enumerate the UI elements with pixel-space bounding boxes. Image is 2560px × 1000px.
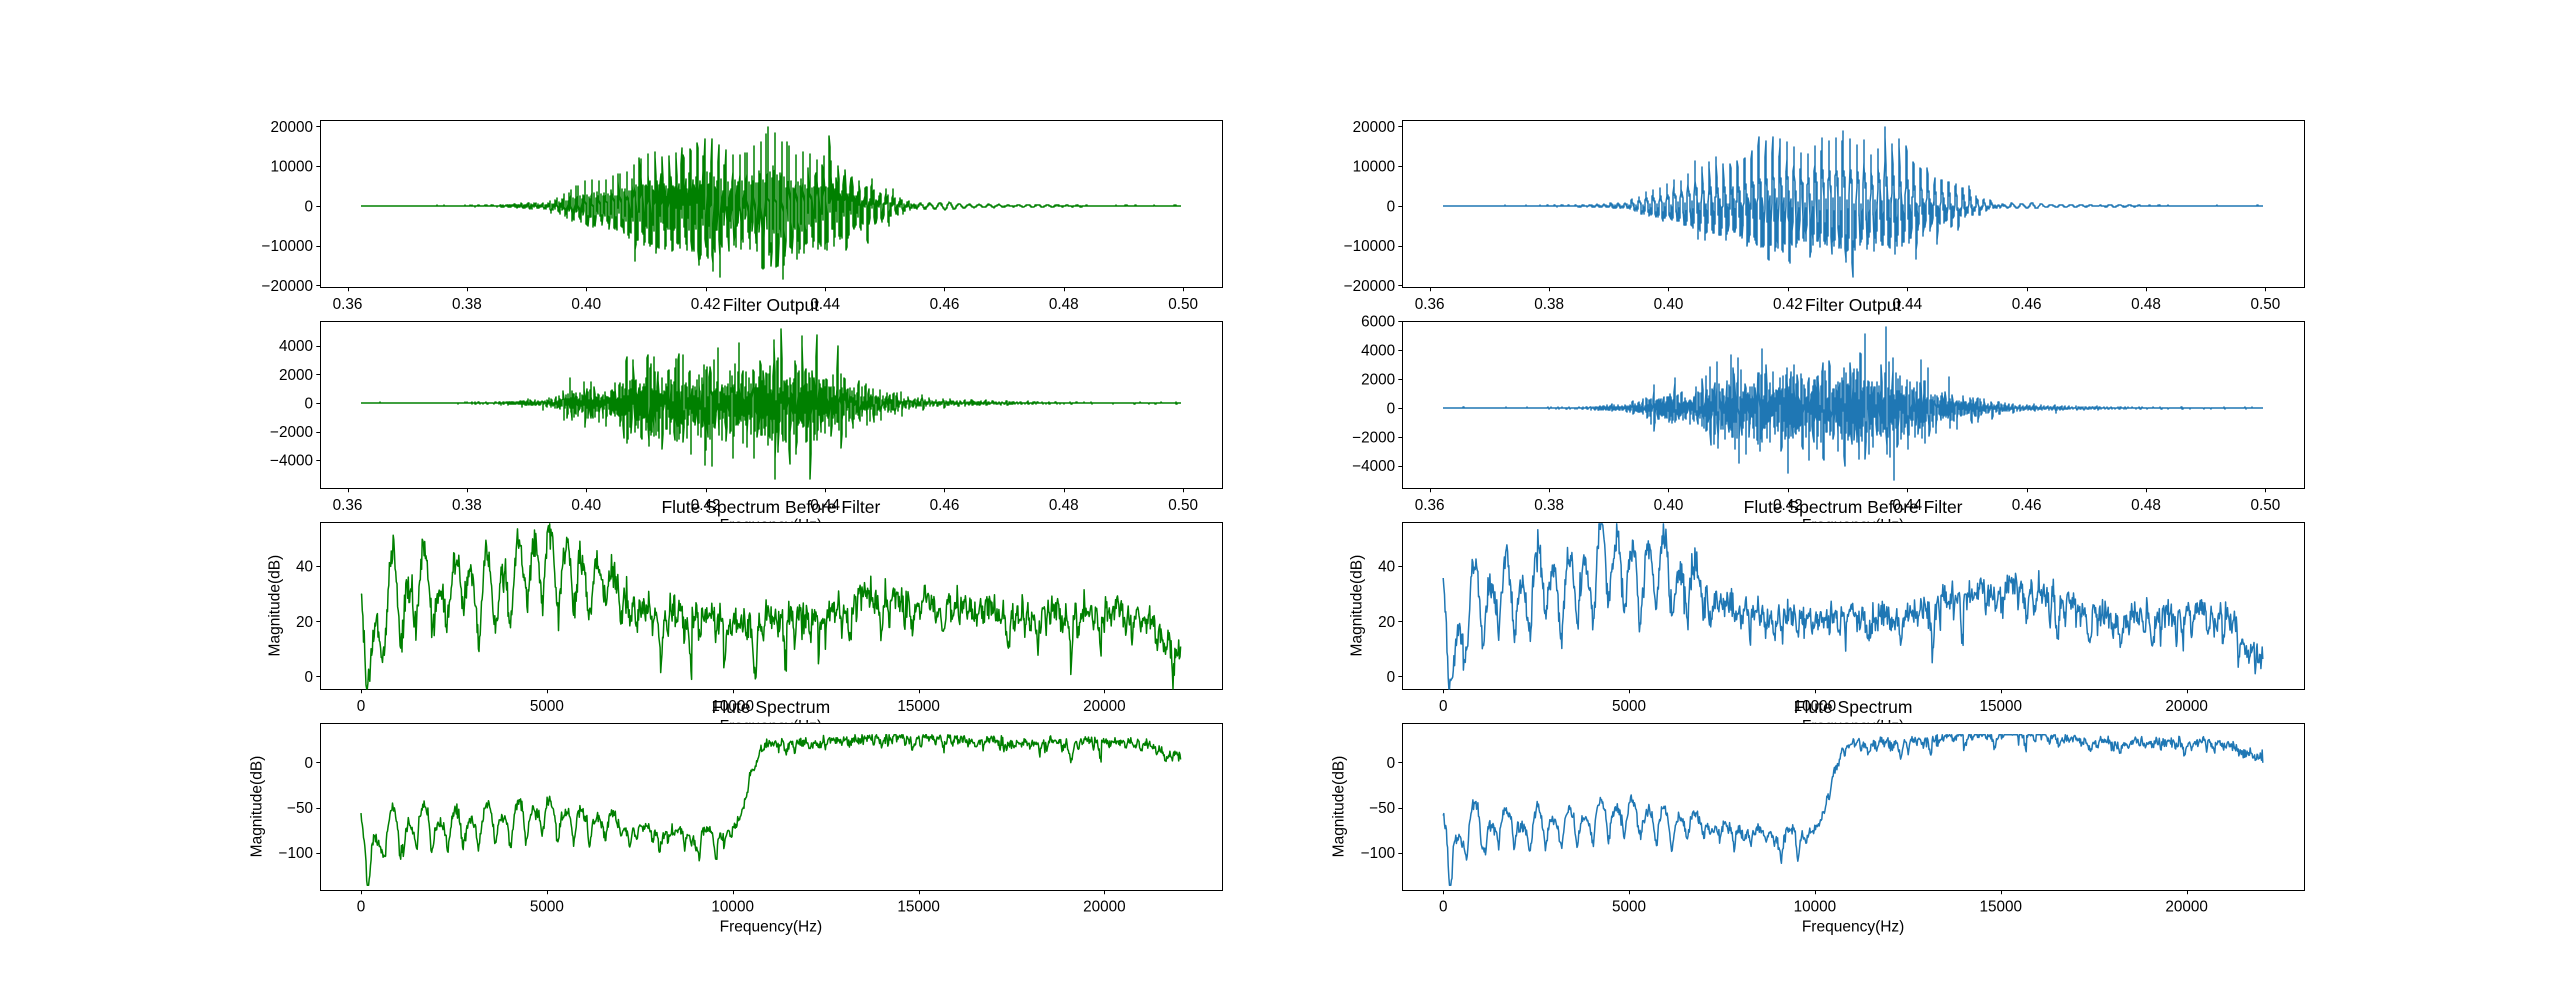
svg-text:10000: 10000	[1353, 159, 1396, 176]
svg-text:Magnitude(dB): Magnitude(dB)	[1349, 555, 1366, 657]
svg-text:0.38: 0.38	[452, 497, 482, 514]
svg-text:0: 0	[1387, 755, 1396, 772]
svg-text:2000: 2000	[1361, 372, 1395, 389]
svg-text:0.44: 0.44	[1892, 497, 1922, 514]
svg-text:0: 0	[357, 698, 366, 715]
svg-text:0: 0	[1387, 198, 1396, 215]
svg-text:0.38: 0.38	[1534, 497, 1564, 514]
svg-text:2000: 2000	[279, 367, 313, 384]
svg-text:0.46: 0.46	[2012, 497, 2042, 514]
svg-text:0.48: 0.48	[1049, 497, 1079, 514]
svg-text:0.40: 0.40	[571, 497, 601, 514]
svg-text:0.46: 0.46	[930, 497, 960, 514]
svg-text:0.36: 0.36	[1415, 497, 1445, 514]
svg-text:20000: 20000	[1353, 119, 1396, 136]
svg-text:Filter Output: Filter Output	[723, 295, 819, 315]
svg-text:−100: −100	[1361, 845, 1395, 862]
svg-text:10000: 10000	[270, 159, 313, 176]
svg-text:−4000: −4000	[1352, 458, 1395, 475]
svg-text:0.48: 0.48	[2131, 497, 2161, 514]
svg-text:0.40: 0.40	[1654, 497, 1684, 514]
svg-text:0.36: 0.36	[333, 296, 363, 313]
svg-text:0: 0	[1387, 669, 1396, 686]
svg-text:20000: 20000	[270, 119, 313, 136]
svg-text:−20000: −20000	[1344, 278, 1395, 295]
svg-text:−4000: −4000	[270, 453, 313, 470]
svg-text:20: 20	[1378, 614, 1395, 631]
svg-text:4000: 4000	[1361, 343, 1395, 360]
svg-text:0.50: 0.50	[1168, 497, 1198, 514]
svg-text:0.36: 0.36	[333, 497, 363, 514]
svg-text:15000: 15000	[1980, 899, 2023, 916]
svg-text:5000: 5000	[1612, 698, 1646, 715]
svg-text:15000: 15000	[1980, 698, 2023, 715]
svg-text:0.50: 0.50	[2251, 296, 2281, 313]
svg-text:Frequency(Hz): Frequency(Hz)	[1802, 919, 1905, 936]
svg-text:Flute Spectrum Before Filter: Flute Spectrum Before Filter	[1744, 497, 1963, 517]
svg-text:0.50: 0.50	[2251, 497, 2281, 514]
svg-text:0.44: 0.44	[810, 497, 840, 514]
svg-text:0.36: 0.36	[1415, 296, 1445, 313]
svg-text:0.44: 0.44	[810, 296, 840, 313]
svg-text:0.46: 0.46	[2012, 296, 2042, 313]
svg-text:Flute Spectrum: Flute Spectrum	[1794, 697, 1913, 717]
svg-text:0.46: 0.46	[930, 296, 960, 313]
svg-text:0: 0	[1439, 899, 1448, 916]
svg-text:Magnitude(dB): Magnitude(dB)	[249, 756, 266, 858]
svg-text:40: 40	[296, 559, 313, 576]
svg-text:0.44: 0.44	[1892, 296, 1922, 313]
svg-text:40: 40	[1378, 559, 1395, 576]
svg-text:20000: 20000	[2165, 899, 2208, 916]
svg-text:0.48: 0.48	[1049, 296, 1079, 313]
svg-text:6000: 6000	[1361, 314, 1395, 331]
svg-text:−2000: −2000	[1352, 429, 1395, 446]
svg-text:20000: 20000	[2165, 698, 2208, 715]
svg-text:0.42: 0.42	[1773, 497, 1803, 514]
svg-text:−100: −100	[279, 845, 313, 862]
svg-text:Magnitude(dB): Magnitude(dB)	[1331, 756, 1348, 858]
svg-text:5000: 5000	[1612, 899, 1646, 916]
svg-text:4000: 4000	[279, 338, 313, 355]
svg-text:Flute Spectrum Before Filter: Flute Spectrum Before Filter	[661, 497, 880, 517]
svg-text:−10000: −10000	[262, 238, 313, 255]
svg-text:0: 0	[304, 755, 313, 772]
svg-text:Magnitude(dB): Magnitude(dB)	[267, 555, 284, 657]
svg-text:0.38: 0.38	[1534, 296, 1564, 313]
svg-text:0: 0	[304, 395, 313, 412]
svg-text:0.42: 0.42	[691, 497, 721, 514]
svg-text:Filter Output: Filter Output	[1805, 295, 1901, 315]
svg-text:15000: 15000	[897, 899, 940, 916]
svg-text:Flute Spectrum: Flute Spectrum	[712, 697, 831, 717]
svg-text:−50: −50	[287, 800, 313, 817]
svg-text:0: 0	[1439, 698, 1448, 715]
svg-text:10000: 10000	[711, 899, 754, 916]
svg-text:20000: 20000	[1083, 698, 1126, 715]
svg-text:15000: 15000	[897, 698, 940, 715]
svg-text:0.42: 0.42	[1773, 296, 1803, 313]
svg-text:0.48: 0.48	[2131, 296, 2161, 313]
svg-text:−20000: −20000	[262, 278, 313, 295]
svg-text:5000: 5000	[530, 698, 564, 715]
svg-text:0: 0	[357, 899, 366, 916]
svg-text:0.42: 0.42	[691, 296, 721, 313]
svg-text:−10000: −10000	[1344, 238, 1395, 255]
svg-text:Frequency(Hz): Frequency(Hz)	[720, 919, 823, 936]
svg-text:5000: 5000	[530, 899, 564, 916]
svg-text:−50: −50	[1369, 800, 1395, 817]
svg-text:0: 0	[1387, 400, 1396, 417]
svg-text:0: 0	[304, 198, 313, 215]
svg-text:−2000: −2000	[270, 424, 313, 441]
svg-text:0: 0	[304, 669, 313, 686]
svg-text:0.40: 0.40	[1654, 296, 1684, 313]
svg-text:0.50: 0.50	[1168, 296, 1198, 313]
svg-text:10000: 10000	[1794, 698, 1837, 715]
svg-text:20000: 20000	[1083, 899, 1126, 916]
svg-text:10000: 10000	[1794, 899, 1837, 916]
svg-text:0.40: 0.40	[571, 296, 601, 313]
svg-text:0.38: 0.38	[452, 296, 482, 313]
svg-text:20: 20	[296, 614, 313, 631]
svg-text:10000: 10000	[711, 698, 754, 715]
